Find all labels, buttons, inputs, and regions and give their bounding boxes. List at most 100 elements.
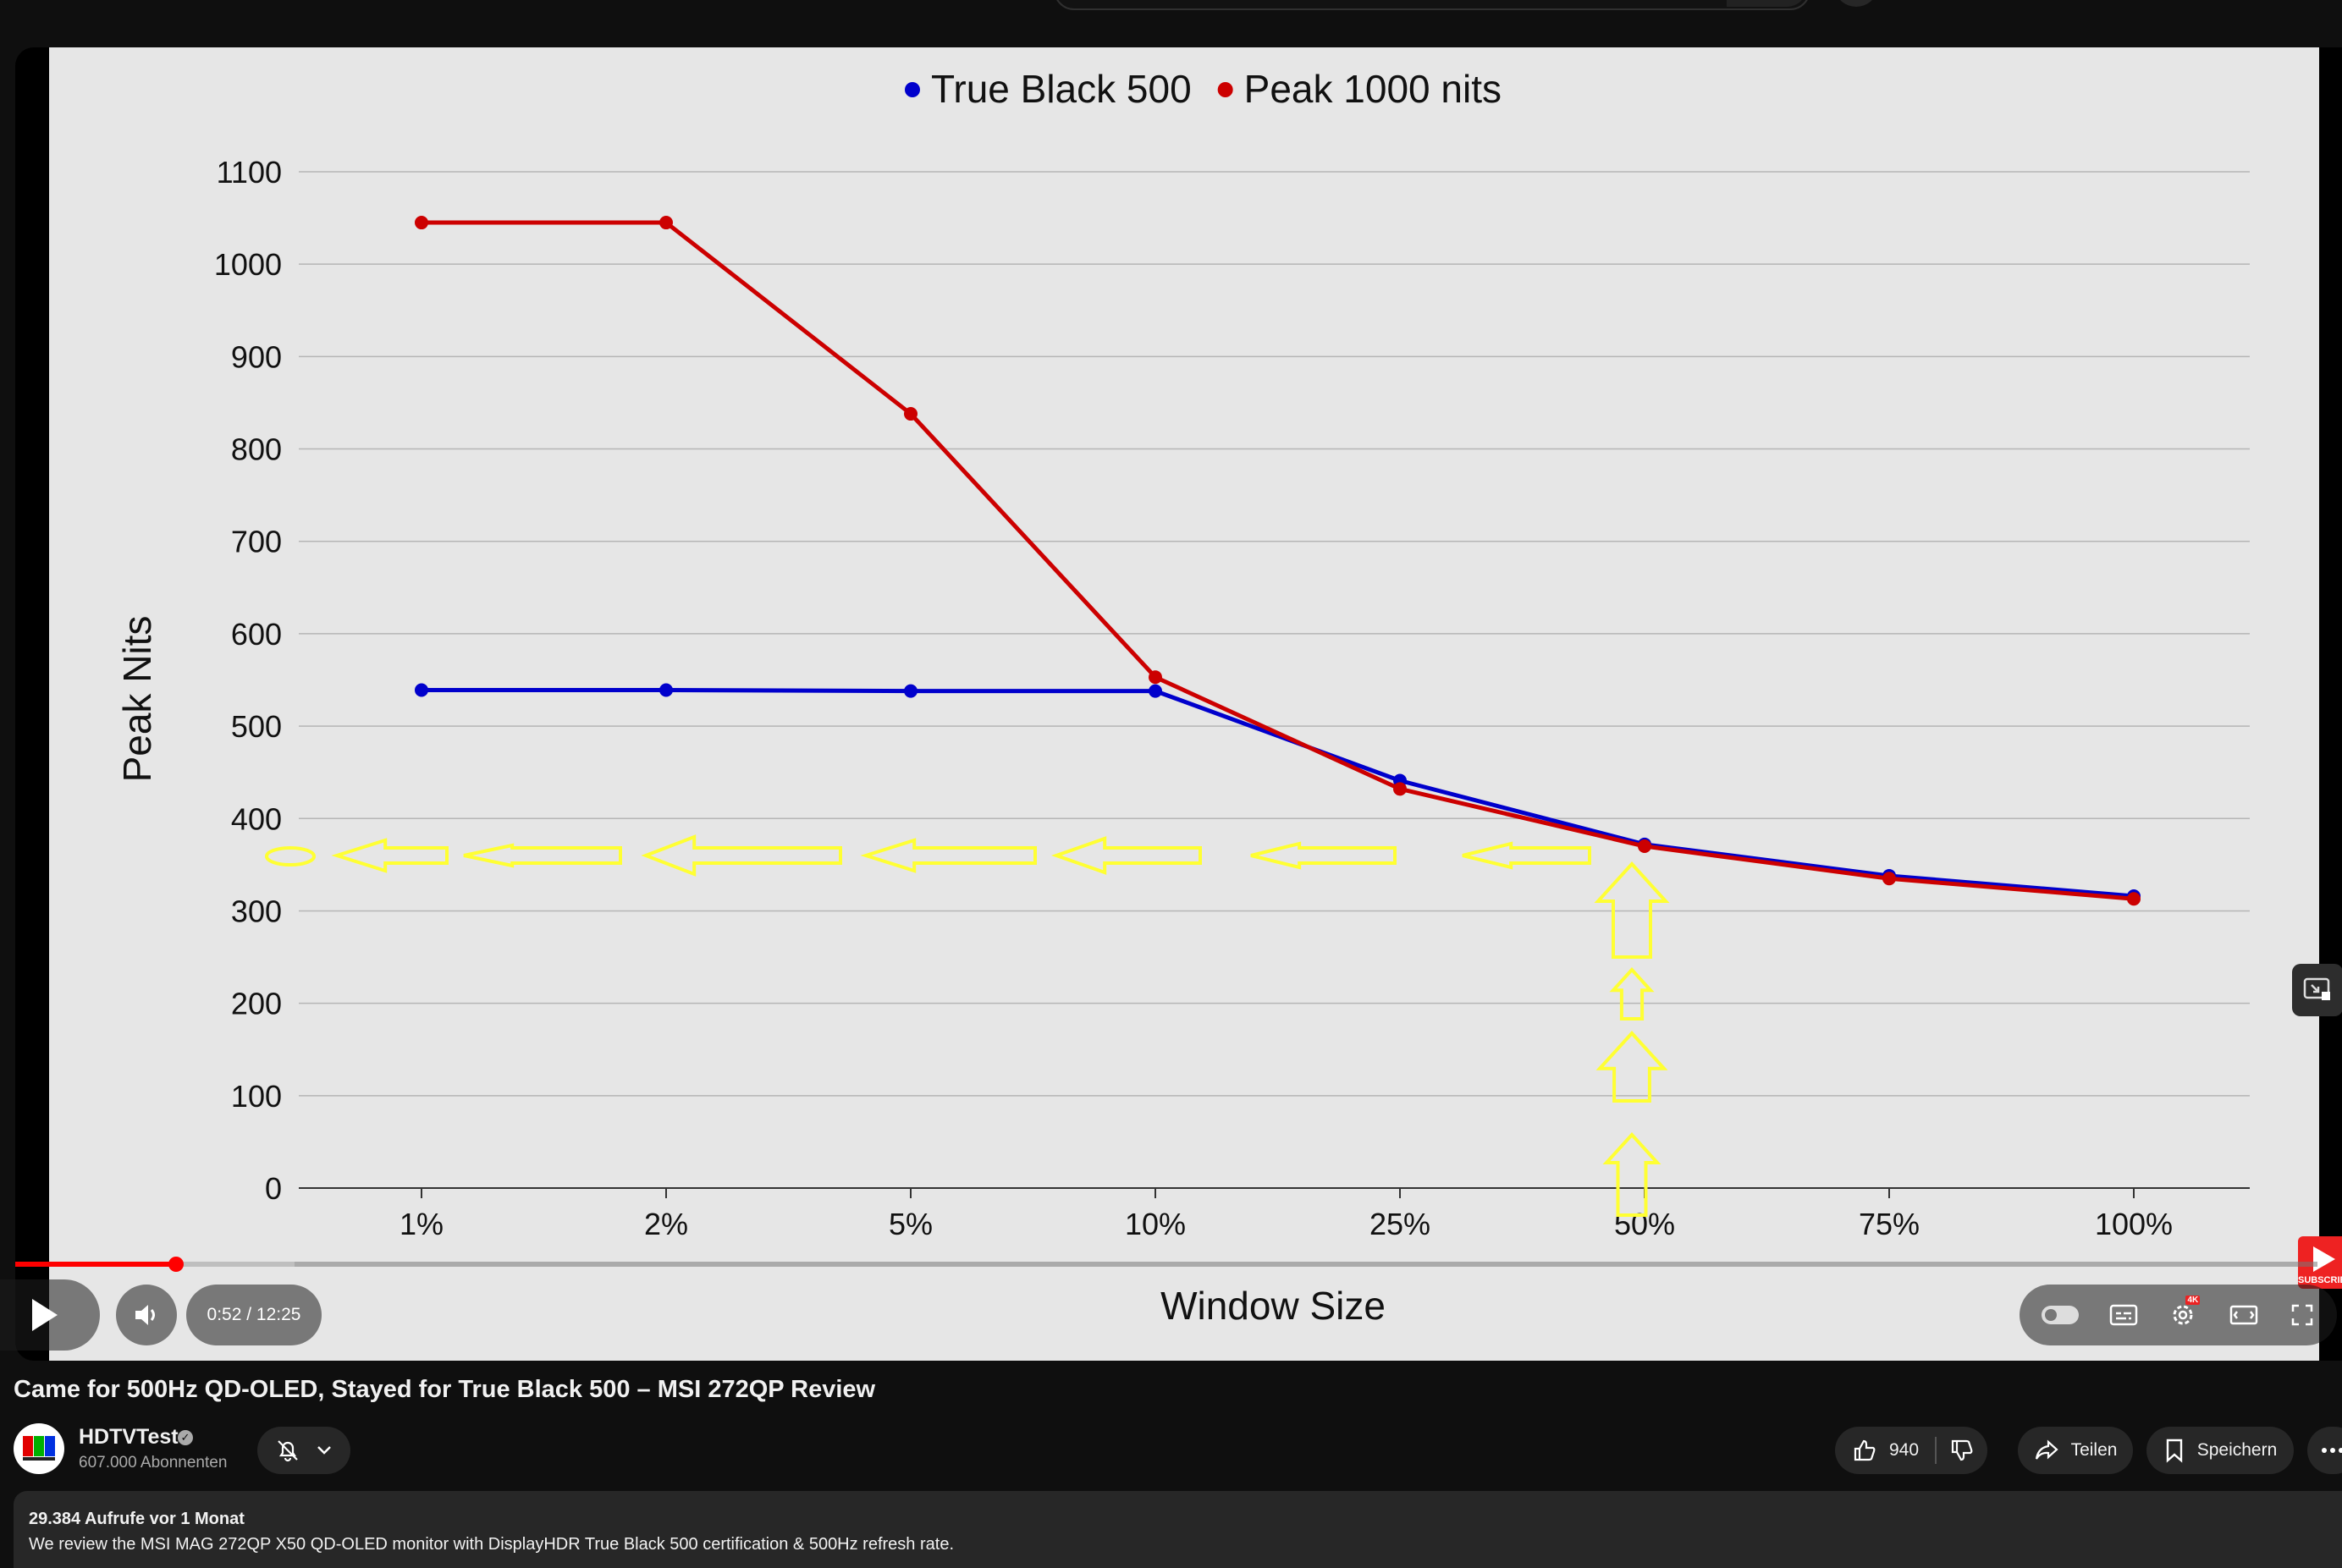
- up-arrow-annotation: [1594, 861, 1670, 959]
- y-tick-label: 200: [231, 987, 282, 1021]
- progress-scrubber[interactable]: [168, 1257, 185, 1272]
- left-arrow-annotation: [1050, 836, 1202, 875]
- y-tick-label: 300: [231, 894, 282, 928]
- legend-label: True Black 500: [931, 67, 1192, 111]
- data-point: [659, 216, 673, 230]
- share-label: Teilen: [2070, 1440, 2118, 1460]
- series-line: [422, 688, 2135, 899]
- quality-badge: 4K: [2185, 1296, 2201, 1305]
- y-tick-label: 1000: [214, 247, 282, 282]
- up-arrow-annotation: [1609, 967, 1655, 1021]
- legend-label: Peak 1000 nits: [1244, 67, 1502, 111]
- up-arrow-annotation: [1602, 1132, 1661, 1217]
- y-tick-label: 900: [231, 339, 282, 374]
- verified-icon: ✓: [178, 1430, 193, 1445]
- theater-mode-icon[interactable]: [2229, 1303, 2259, 1327]
- save-label: Speichern: [2196, 1440, 2278, 1460]
- mic-button[interactable]: [1837, 0, 1876, 7]
- data-point: [415, 216, 428, 230]
- line-chart: 0 100 200 300 400 500 600 700 800 900 1000 1100 1% 2…: [115, 67, 2250, 1328]
- like-divider: [1934, 1437, 1937, 1464]
- legend-marker: [905, 82, 920, 97]
- left-arrow-annotation: [463, 843, 622, 868]
- legend-marker: [1217, 82, 1233, 97]
- share-icon: [2035, 1439, 2058, 1460]
- play-button[interactable]: [0, 1279, 100, 1351]
- progress-track: [15, 1262, 2317, 1267]
- like-button[interactable]: 940: [1835, 1427, 1935, 1474]
- dislike-button[interactable]: [1937, 1427, 1987, 1474]
- y-tick-labels: 0 100 200 300 400 500 600 700 800 900 1000 1100: [214, 155, 282, 1206]
- video-player[interactable]: 0 100 200 300 400 500 600 700 800 900 1000 1100 1% 2…: [15, 47, 2342, 1361]
- legend: True Black 500 Peak 1000 nits: [905, 67, 1502, 111]
- bell-off-icon: [278, 1440, 298, 1462]
- like-count: 940: [1889, 1440, 1920, 1460]
- subscribe-watermark-label: SUBSCRIBE: [2298, 1275, 2342, 1285]
- x-tick-labels: 1% 2% 5% 10% 25% 50% 75% 100%: [400, 1188, 2173, 1241]
- progress-played: [15, 1262, 177, 1267]
- channel-name[interactable]: HDTVTest: [79, 1425, 179, 1449]
- volume-icon: [135, 1305, 155, 1325]
- data-point: [1149, 670, 1162, 685]
- series-lines: [415, 216, 2141, 906]
- y-tick-label: 100: [231, 1079, 282, 1114]
- y-tick-label: 800: [231, 432, 282, 467]
- x-axis-label: Window Size: [1160, 1284, 1386, 1328]
- chart-frame: 0 100 200 300 400 500 600 700 800 900 1000 1100 1% 2…: [49, 47, 2319, 1361]
- subscriber-count: 607.000 Abonnenten: [79, 1454, 228, 1472]
- thumbs-up-icon: [1854, 1439, 1876, 1461]
- data-point: [415, 683, 428, 697]
- y-tick-label: 600: [231, 617, 282, 652]
- autoplay-toggle[interactable]: [2042, 1306, 2080, 1324]
- right-controls: 4K: [2020, 1285, 2337, 1345]
- data-point: [1882, 872, 1896, 886]
- x-tick-label: 10%: [1125, 1207, 1186, 1241]
- thumbs-down-icon: [1951, 1439, 1973, 1461]
- x-tick-label: 75%: [1859, 1207, 1920, 1241]
- data-point: [2127, 892, 2141, 906]
- left-arrow-annotation: [1462, 841, 1591, 870]
- notification-bell-button[interactable]: [257, 1427, 350, 1474]
- more-actions-button[interactable]: [2307, 1427, 2342, 1474]
- data-point: [659, 683, 673, 697]
- x-tick-label: 5%: [889, 1207, 933, 1241]
- y-tick-label: 700: [231, 525, 282, 559]
- x-tick-label: 1%: [400, 1207, 444, 1241]
- y-tick-label: 0: [265, 1171, 282, 1206]
- y-tick-label: 500: [231, 709, 282, 744]
- progress-bar[interactable]: [15, 1257, 2317, 1272]
- description-text: We review the MSI MAG 272QP X50 QD-OLED …: [29, 1535, 955, 1554]
- fullscreen-icon[interactable]: [2290, 1302, 2315, 1328]
- video-title: Came for 500Hz QD-OLED, Stayed for True …: [14, 1376, 876, 1403]
- data-point: [904, 407, 918, 421]
- x-tick-label: 25%: [1369, 1207, 1430, 1241]
- like-dislike-group: 940: [1835, 1427, 1987, 1474]
- play-triangle-icon: [2313, 1246, 2335, 1272]
- search-button[interactable]: [1727, 0, 1807, 7]
- left-arrow-annotation: [641, 834, 842, 877]
- bookmark-icon: [2166, 1439, 2182, 1463]
- search-box[interactable]: [1054, 0, 1810, 10]
- description-box[interactable]: 29.384 Aufrufe vor 1 Monat We review the…: [14, 1491, 2342, 1568]
- gridlines: [299, 171, 2250, 1189]
- picture-in-picture-icon[interactable]: [2292, 964, 2342, 1016]
- subtitles-icon[interactable]: [2109, 1303, 2138, 1327]
- channel-logo: [20, 1433, 58, 1462]
- data-point: [1393, 782, 1407, 796]
- chevron-down-icon: [317, 1446, 331, 1455]
- ellipse-annotation: [265, 846, 316, 867]
- data-point: [1149, 684, 1162, 698]
- data-point: [904, 684, 918, 698]
- left-arrow-annotation: [1250, 841, 1397, 870]
- x-tick-label: 2%: [644, 1207, 688, 1241]
- yellow-arrow-annotations: [265, 834, 1670, 1217]
- channel-avatar[interactable]: [14, 1423, 64, 1474]
- time-display: 0:52 / 12:25: [186, 1285, 322, 1345]
- volume-button[interactable]: [116, 1285, 177, 1345]
- share-button[interactable]: Teilen: [2018, 1427, 2133, 1474]
- data-point: [1638, 839, 1651, 854]
- gear-icon: [2173, 1305, 2193, 1325]
- settings-button[interactable]: 4K: [2168, 1296, 2201, 1329]
- save-button[interactable]: Speichern: [2146, 1427, 2294, 1474]
- up-arrow-annotation: [1595, 1031, 1668, 1103]
